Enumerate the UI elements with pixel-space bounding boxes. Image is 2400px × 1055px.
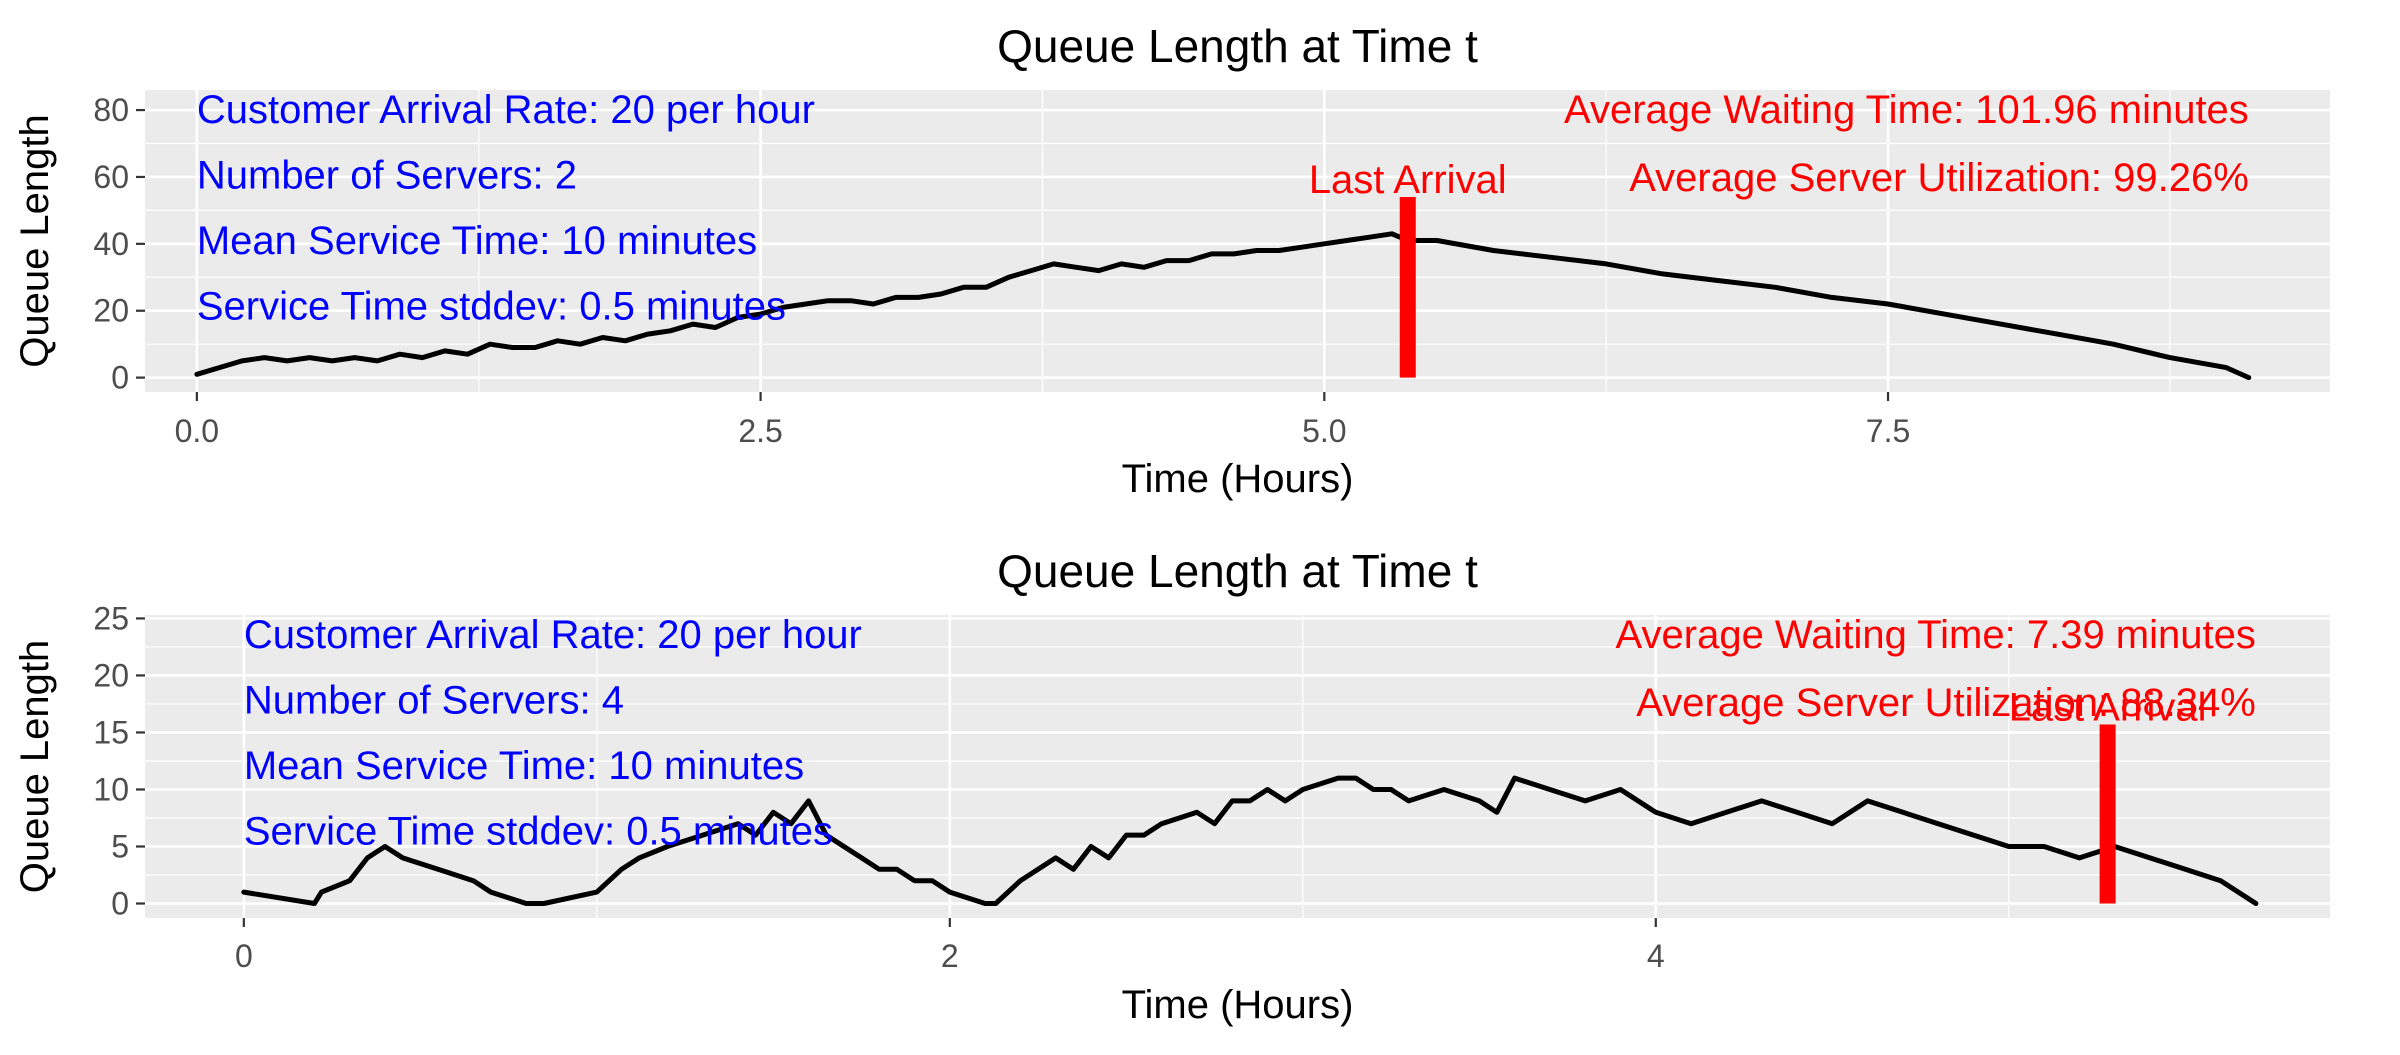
plot-background [145, 90, 2330, 392]
y-tick-label: 10 [93, 771, 129, 807]
queue-length-line [194, 231, 2252, 381]
last-arrival-bar [1399, 197, 1416, 378]
info-annotation: Mean Service Time: 10 minutes [197, 219, 757, 263]
x-tick-label: 0 [235, 938, 253, 974]
info-annotation: Mean Service Time: 10 minutes [244, 744, 804, 788]
stats-annotation: Average Server Utilization: 88.34% [1636, 681, 2256, 725]
last-arrival-label: Last Arrival [2009, 685, 2207, 729]
stats-annotation: Average Server Utilization: 99.26% [1629, 156, 2249, 200]
last-arrival-bar [2099, 724, 2116, 904]
queue-length-line [241, 775, 2259, 906]
stats-annotation: Average Waiting Time: 101.96 minutes [1564, 88, 2249, 132]
info-annotation: Customer Arrival Rate: 20 per hour [244, 613, 862, 657]
y-tick-label: 0 [111, 360, 129, 396]
info-annotation: Service Time stddev: 0.5 minutes [197, 285, 786, 329]
y-axis-title: Queue Length [13, 640, 57, 894]
y-tick-label: 60 [93, 159, 129, 195]
x-tick-label: 4 [1647, 938, 1665, 974]
y-tick-label: 20 [93, 293, 129, 329]
plot-background [145, 615, 2330, 918]
info-annotation: Service Time stddev: 0.5 minutes [244, 810, 833, 854]
chart-panel-top: 0.0 2.5 5.0 7.5 0 20 40 60 80 Last Arrival Custome… [13, 20, 2330, 501]
y-tick-label: 5 [111, 828, 129, 864]
plot-title: Queue Length at Time t [997, 20, 1478, 72]
last-arrival-label: Last Arrival [1309, 158, 1507, 202]
info-annotation: Number of Servers: 2 [197, 154, 577, 198]
x-axis-title: Time (Hours) [1122, 457, 1354, 501]
x-tick-label: 5.0 [1302, 413, 1346, 449]
x-axis-title: Time (Hours) [1122, 983, 1354, 1027]
y-tick-label: 25 [93, 600, 129, 636]
x-tick-label: 2 [941, 938, 959, 974]
plot-title: Queue Length at Time t [997, 545, 1478, 597]
y-tick-label: 80 [93, 92, 129, 128]
x-tick-label: 2.5 [738, 413, 782, 449]
y-tick-label: 40 [93, 226, 129, 262]
x-tick-label: 0.0 [175, 413, 219, 449]
y-tick-label: 20 [93, 657, 129, 693]
y-tick-label: 0 [111, 886, 129, 922]
y-tick-label: 15 [93, 714, 129, 750]
x-tick-label: 7.5 [1866, 413, 1910, 449]
info-annotation: Number of Servers: 4 [244, 679, 624, 723]
chart-panel-bottom: 0 2 4 0 5 10 15 20 25 Last Arrival Customer Arriva… [13, 545, 2330, 1027]
info-annotation: Customer Arrival Rate: 20 per hour [197, 88, 815, 132]
y-axis-title: Queue Length [13, 114, 57, 368]
stats-annotation: Average Waiting Time: 7.39 minutes [1616, 613, 2256, 657]
